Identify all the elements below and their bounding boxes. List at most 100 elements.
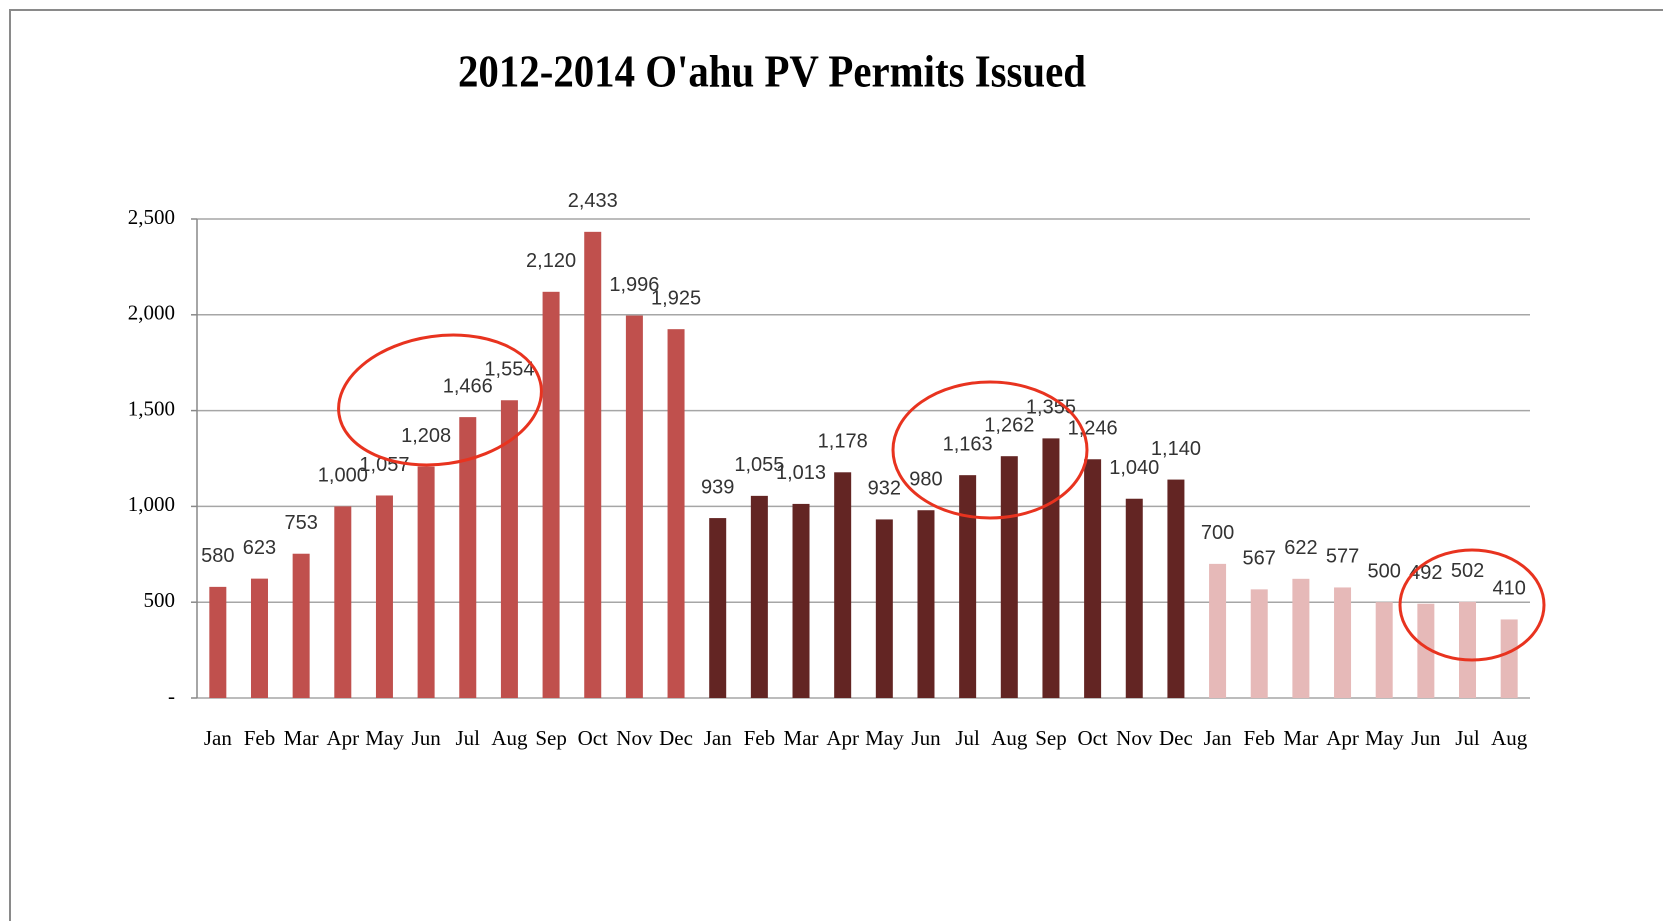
data-label: 1,208: [401, 425, 451, 447]
bar: [1167, 479, 1185, 698]
highlight-ellipse: [891, 380, 1089, 520]
x-tick-label: May: [865, 726, 904, 750]
x-tick-label: Aug: [1491, 726, 1528, 750]
bar: [1417, 603, 1435, 698]
data-label: 500: [1368, 560, 1401, 582]
bar: [1042, 438, 1060, 698]
bar: [750, 495, 768, 698]
x-tick-label: Aug: [491, 726, 528, 750]
data-label: 623: [243, 537, 276, 559]
data-label: 1,000: [318, 465, 368, 487]
x-tick-label: May: [1365, 726, 1404, 750]
y-tick-label: 1,000: [128, 492, 175, 516]
y-tick-label: 1,500: [128, 396, 175, 420]
data-label: 1,262: [984, 414, 1034, 436]
bar: [917, 510, 935, 698]
bar: [1209, 563, 1227, 698]
x-tick-label: Oct: [578, 726, 608, 750]
frame: [9, 9, 1663, 921]
x-tick-label: May: [365, 726, 404, 750]
bar: [1334, 587, 1352, 698]
bar: [375, 495, 393, 698]
x-tick-label: Nov: [616, 726, 653, 750]
bar: [584, 231, 602, 698]
x-tick-label: Apr: [826, 726, 859, 750]
x-tick-label: Jan: [1204, 726, 1232, 750]
data-label: 2,433: [568, 190, 618, 212]
bar: [500, 400, 518, 698]
data-label: 1,140: [1151, 438, 1201, 460]
data-label: 502: [1451, 560, 1484, 582]
data-label: 1,040: [1109, 457, 1159, 479]
bar: [875, 519, 893, 698]
data-label: 410: [1492, 578, 1525, 600]
bar: [1250, 589, 1268, 698]
x-tick-label: Feb: [244, 726, 276, 750]
x-tick-label: Dec: [659, 726, 693, 750]
data-label: 1,554: [484, 359, 534, 381]
bar: [1000, 456, 1018, 698]
data-label: 622: [1284, 537, 1317, 559]
bar: [542, 291, 560, 698]
highlight-ellipse: [337, 333, 543, 467]
bar: [1292, 578, 1310, 698]
bar: [459, 417, 477, 698]
bar: [209, 586, 227, 698]
bar: [959, 475, 977, 698]
x-tick-label: Jan: [204, 726, 232, 750]
x-tick-label: Jul: [456, 726, 481, 750]
data-label: 1,013: [776, 462, 826, 484]
y-tick-label: 2,000: [128, 301, 175, 325]
x-tick-label: Jun: [412, 726, 442, 750]
bar: [417, 466, 435, 698]
data-label: 1,163: [943, 433, 993, 455]
data-label: 753: [284, 512, 317, 534]
data-label: 1,466: [443, 375, 493, 397]
x-tick-label: Sep: [1035, 726, 1067, 750]
bar: [709, 518, 727, 698]
x-tick-label: Jun: [1411, 726, 1441, 750]
bar: [1375, 602, 1393, 698]
x-tick-label: Sep: [535, 726, 567, 750]
data-label: 1,055: [734, 454, 784, 476]
x-tick-label: Jul: [955, 726, 980, 750]
x-tick-label: Feb: [744, 726, 776, 750]
x-tick-label: Jun: [911, 726, 941, 750]
y-tick-label: 500: [144, 588, 176, 612]
data-label: 1,925: [651, 287, 701, 309]
data-label: 932: [868, 478, 901, 500]
x-tick-label: Dec: [1159, 726, 1193, 750]
bar: [250, 578, 268, 698]
x-tick-label: Mar: [1283, 726, 1318, 750]
x-tick-label: Mar: [284, 726, 319, 750]
y-tick-label: 2,500: [128, 205, 175, 229]
bar: [834, 472, 852, 698]
data-label: 2,120: [526, 250, 576, 272]
data-label: 939: [701, 476, 734, 498]
data-label: 577: [1326, 546, 1359, 568]
data-label: 700: [1201, 522, 1234, 544]
bar: [292, 553, 310, 698]
data-label: 567: [1243, 548, 1276, 570]
bar: [1084, 459, 1102, 698]
x-tick-label: Apr: [1326, 726, 1359, 750]
bar: [625, 315, 643, 698]
x-tick-label: Mar: [784, 726, 819, 750]
data-label: 1,996: [609, 274, 659, 296]
x-tick-label: Jul: [1455, 726, 1480, 750]
chart-title: 2012-2014 O'ahu PV Permits Issued: [458, 46, 1086, 97]
data-label: 1,246: [1068, 418, 1118, 440]
x-tick-label: Apr: [326, 726, 359, 750]
data-label: 1,355: [1026, 397, 1076, 419]
highlight-ellipse: [1398, 548, 1546, 662]
y-tick-label: -: [168, 684, 175, 708]
bar: [792, 503, 810, 698]
data-label: 980: [909, 469, 942, 491]
data-label: 1,178: [818, 431, 868, 453]
x-tick-label: Jan: [704, 726, 732, 750]
bar: [334, 506, 352, 698]
bar: [1125, 498, 1143, 698]
bar: [667, 329, 685, 698]
